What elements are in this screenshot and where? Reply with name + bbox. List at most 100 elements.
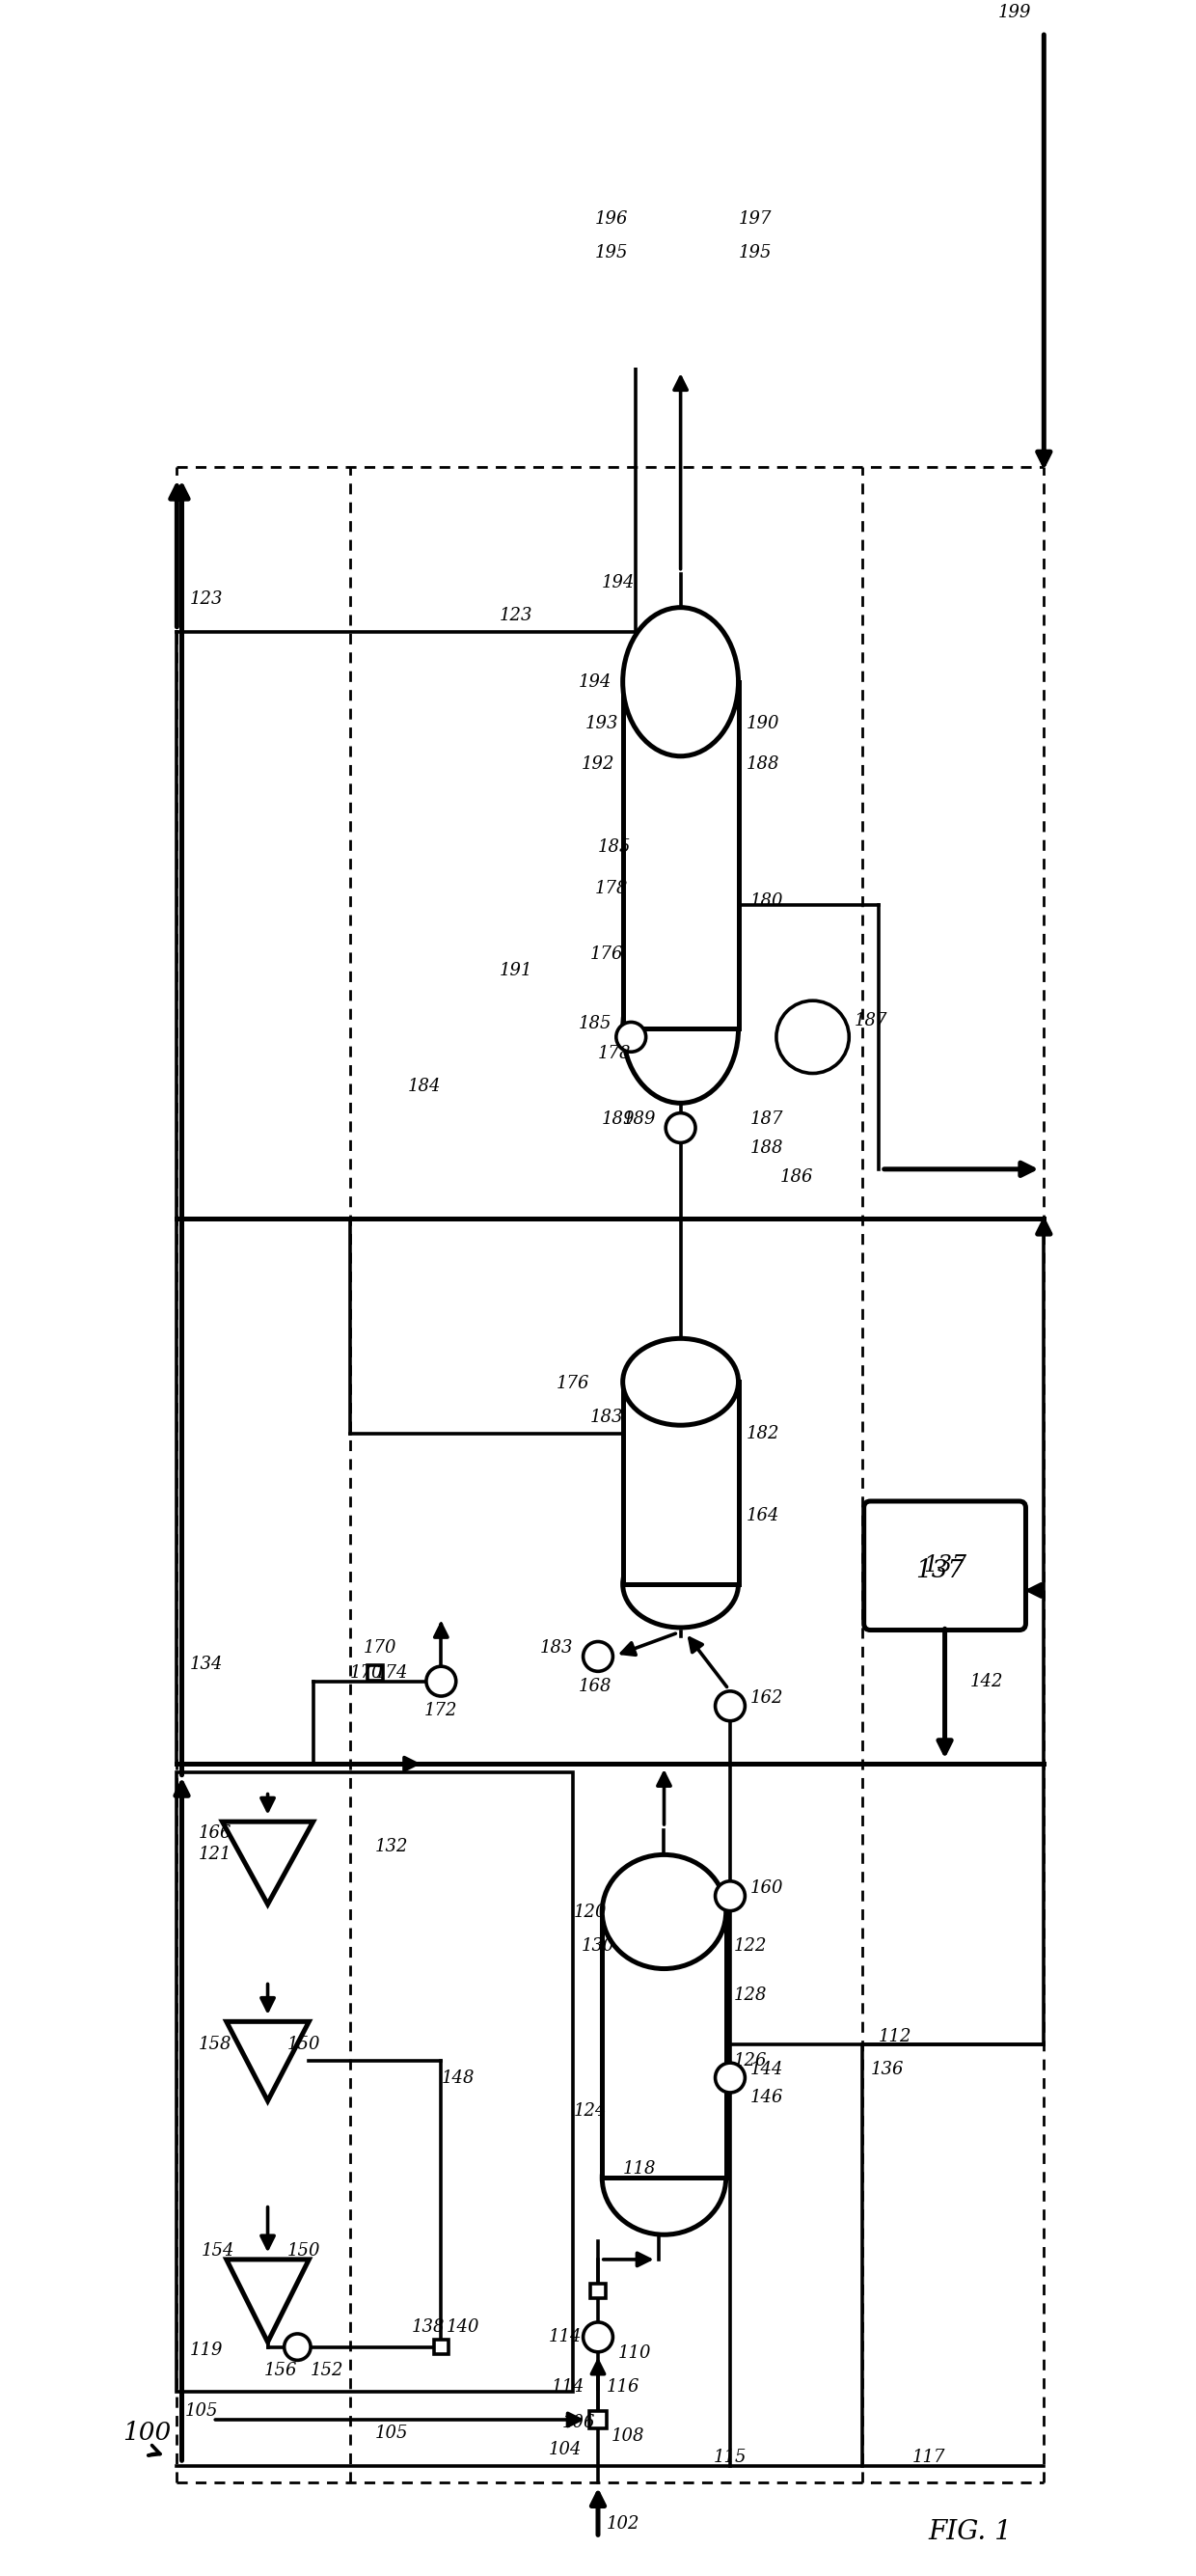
Bar bbox=[652, 0, 908, 80]
Circle shape bbox=[921, 0, 994, 64]
Text: 121: 121 bbox=[199, 1847, 232, 1862]
Ellipse shape bbox=[623, 953, 738, 1103]
Text: 193: 193 bbox=[585, 714, 618, 732]
Text: 199: 199 bbox=[999, 5, 1032, 21]
Text: 195: 195 bbox=[594, 245, 628, 260]
Circle shape bbox=[715, 1880, 745, 1911]
Text: 187: 187 bbox=[854, 1012, 887, 1030]
FancyBboxPatch shape bbox=[864, 1502, 1026, 1631]
Text: 114: 114 bbox=[551, 2378, 585, 2396]
Text: 195: 195 bbox=[738, 245, 771, 260]
Text: 184: 184 bbox=[408, 1077, 441, 1095]
Text: 148: 148 bbox=[441, 2069, 475, 2087]
Bar bbox=[602, 1911, 726, 2177]
Text: 137: 137 bbox=[915, 1558, 964, 1582]
Bar bbox=[177, 1772, 573, 2391]
Text: 174: 174 bbox=[376, 1664, 408, 1682]
Polygon shape bbox=[222, 1821, 313, 1904]
Circle shape bbox=[715, 2063, 745, 2092]
Text: 115: 115 bbox=[714, 2450, 746, 2465]
Text: 191: 191 bbox=[499, 963, 532, 979]
Ellipse shape bbox=[602, 2120, 726, 2233]
Circle shape bbox=[584, 1641, 612, 1672]
Bar bbox=[623, 1381, 738, 1584]
Text: 124: 124 bbox=[573, 2102, 606, 2120]
Text: 110: 110 bbox=[618, 2344, 651, 2362]
Text: 105: 105 bbox=[376, 2424, 408, 2442]
Text: 187: 187 bbox=[750, 1110, 783, 1128]
Text: 160: 160 bbox=[750, 1878, 783, 1896]
Text: 186: 186 bbox=[780, 1170, 813, 1185]
Text: 168: 168 bbox=[578, 1677, 611, 1695]
Text: 119: 119 bbox=[190, 2342, 224, 2360]
Text: 189: 189 bbox=[623, 1110, 657, 1128]
Text: 170: 170 bbox=[364, 1638, 397, 1656]
Text: 140: 140 bbox=[446, 2318, 480, 2336]
Text: 182: 182 bbox=[746, 1425, 780, 1443]
Text: 130: 130 bbox=[581, 1937, 615, 1955]
Text: 104: 104 bbox=[549, 2439, 581, 2458]
Text: 189: 189 bbox=[602, 1110, 635, 1128]
Text: 134: 134 bbox=[190, 1656, 224, 1674]
Circle shape bbox=[616, 1023, 646, 1051]
Text: 188: 188 bbox=[750, 1139, 783, 1157]
Text: 178: 178 bbox=[594, 878, 628, 896]
Text: 126: 126 bbox=[733, 2053, 767, 2071]
Circle shape bbox=[426, 1667, 456, 1695]
Text: 114: 114 bbox=[549, 2329, 581, 2347]
Text: 162: 162 bbox=[750, 1690, 783, 1705]
Text: 118: 118 bbox=[623, 2159, 657, 2177]
Bar bbox=[629, 191, 732, 330]
Text: 128: 128 bbox=[733, 1986, 767, 2004]
Ellipse shape bbox=[629, 162, 732, 222]
Circle shape bbox=[715, 1692, 745, 1721]
Circle shape bbox=[584, 2321, 612, 2352]
Text: 194: 194 bbox=[578, 672, 611, 690]
Polygon shape bbox=[226, 2259, 309, 2342]
Text: 150: 150 bbox=[287, 2035, 321, 2053]
Circle shape bbox=[776, 999, 849, 1074]
Text: 144: 144 bbox=[750, 2061, 783, 2079]
Text: 136: 136 bbox=[871, 2061, 904, 2079]
Text: 183: 183 bbox=[590, 1409, 623, 1425]
Text: 185: 185 bbox=[578, 1015, 611, 1033]
Text: 123: 123 bbox=[190, 590, 224, 608]
Bar bbox=[367, 1667, 383, 1680]
Text: 123: 123 bbox=[499, 608, 532, 623]
Text: 190: 190 bbox=[746, 714, 780, 732]
Text: 117: 117 bbox=[911, 2450, 945, 2465]
Text: 102: 102 bbox=[606, 2514, 640, 2532]
Polygon shape bbox=[226, 2022, 309, 2102]
Text: 152: 152 bbox=[311, 2362, 344, 2378]
Text: 105: 105 bbox=[185, 2403, 219, 2419]
Text: 172: 172 bbox=[425, 1703, 458, 1721]
Ellipse shape bbox=[623, 1340, 738, 1425]
Text: 176: 176 bbox=[556, 1376, 590, 1394]
Text: 183: 183 bbox=[541, 1638, 573, 1656]
Text: 178: 178 bbox=[598, 1046, 631, 1061]
Text: 106: 106 bbox=[562, 2414, 594, 2432]
Bar bbox=[623, 683, 738, 1028]
Text: 122: 122 bbox=[733, 1937, 767, 1955]
Circle shape bbox=[666, 1113, 695, 1144]
Text: 137: 137 bbox=[923, 1553, 966, 1577]
Text: 188: 188 bbox=[746, 755, 780, 773]
Text: 180: 180 bbox=[750, 894, 783, 909]
Text: 120: 120 bbox=[573, 1904, 606, 1922]
Text: 116: 116 bbox=[606, 2378, 640, 2396]
Text: 154: 154 bbox=[202, 2244, 234, 2259]
Text: 197: 197 bbox=[738, 211, 771, 227]
Text: 164: 164 bbox=[746, 1507, 780, 1525]
Text: 146: 146 bbox=[750, 2089, 783, 2107]
Text: 108: 108 bbox=[611, 2427, 645, 2445]
Text: 158: 158 bbox=[199, 2035, 232, 2053]
Text: FIG. 1: FIG. 1 bbox=[928, 2519, 1012, 2545]
Text: 138: 138 bbox=[411, 2318, 445, 2336]
Bar bbox=[590, 2411, 606, 2429]
Text: 185: 185 bbox=[598, 837, 631, 855]
Ellipse shape bbox=[629, 301, 732, 361]
Circle shape bbox=[285, 2334, 311, 2360]
Bar bbox=[434, 2339, 448, 2354]
Text: 194: 194 bbox=[602, 574, 635, 592]
Text: 112: 112 bbox=[879, 2027, 913, 2045]
